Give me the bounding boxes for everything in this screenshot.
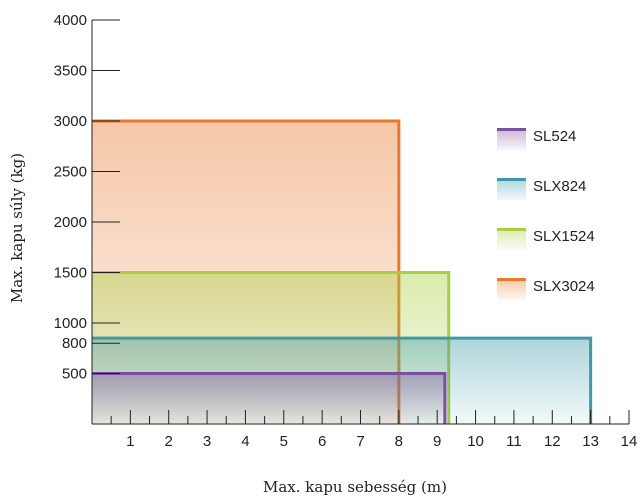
y-tick-label-500: 500	[62, 366, 87, 383]
legend-swatch-slx3024	[497, 278, 526, 300]
x-tick-label-3: 3	[203, 433, 211, 450]
y-tick-label-4000: 4000	[54, 12, 87, 29]
x-axis-title: Max. kapu sebesség (m)	[263, 478, 447, 496]
x-tick-label-12: 12	[544, 433, 561, 450]
x-tick-label-9: 9	[433, 433, 441, 450]
legend-label-slx824: SLX824	[533, 178, 586, 195]
x-tick-label-10: 10	[467, 433, 484, 450]
y-tick-label-1500: 1500	[54, 265, 87, 282]
legend-swatch-slx824	[497, 178, 526, 200]
x-tick-label-4: 4	[241, 433, 249, 450]
x-tick-label-1: 1	[126, 433, 134, 450]
y-tick-label-3500: 3500	[54, 63, 87, 80]
area-sl524	[92, 373, 445, 424]
x-tick-label-8: 8	[395, 433, 403, 450]
y-axis-title: Max. kapu súly (kg)	[8, 153, 26, 303]
y-tick-label-800: 800	[62, 335, 87, 352]
legend-label-slx1524: SLX1524	[533, 228, 595, 245]
x-tick-label-13: 13	[582, 433, 599, 450]
y-tick-label-1000: 1000	[54, 315, 87, 332]
outline-slx824	[92, 336, 593, 424]
y-tick-label-3000: 3000	[54, 113, 87, 130]
y-tick-label-2000: 2000	[54, 214, 87, 231]
legend-label-slx3024: SLX3024	[533, 278, 595, 295]
outline-sl524	[92, 372, 447, 424]
y-tick-label-2500: 2500	[54, 164, 87, 181]
x-tick-label-6: 6	[318, 433, 326, 450]
x-tick-label-2: 2	[165, 433, 173, 450]
legend: SL524 SLX824 SLX1524 SLX3024	[497, 128, 595, 300]
legend-swatch-slx1524	[497, 228, 526, 250]
legend-label-sl524: SL524	[533, 128, 576, 145]
legend-swatch-sl524	[497, 128, 526, 150]
x-tick-label-7: 7	[356, 433, 364, 450]
x-tick-label-14: 14	[621, 433, 638, 450]
plot-areas	[92, 119, 593, 424]
x-tick-label-5: 5	[280, 433, 288, 450]
x-tick-label-11: 11	[506, 433, 522, 450]
